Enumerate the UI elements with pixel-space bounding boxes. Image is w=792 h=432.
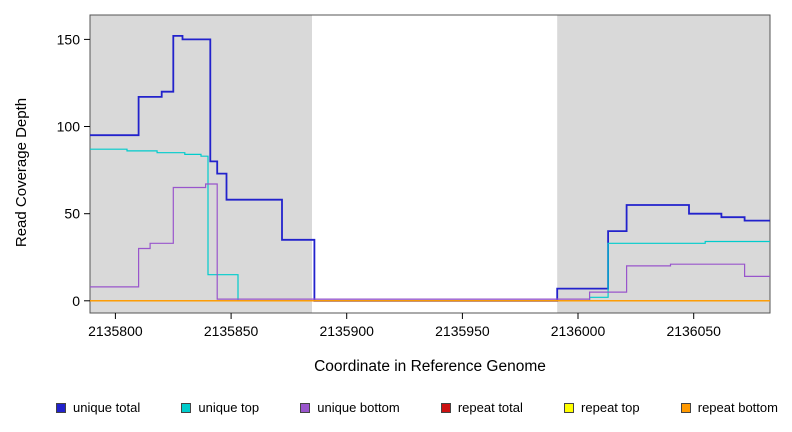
- x-tick-label: 2136000: [551, 323, 606, 339]
- legend-item-unique-bottom: unique bottom: [300, 400, 400, 415]
- x-tick-label: 2135850: [204, 323, 259, 339]
- plot-border: [89, 14, 771, 314]
- x-tick-label: 2135900: [319, 323, 374, 339]
- legend-item-unique-top: unique top: [181, 400, 259, 415]
- legend-label: unique bottom: [317, 400, 400, 415]
- legend-label: repeat total: [457, 400, 523, 415]
- legend-label: unique top: [198, 400, 260, 415]
- x-tick-label: 2136050: [666, 323, 721, 339]
- series-line-unique-total: [90, 35, 770, 302]
- series-line-unique-top: [90, 148, 770, 302]
- legend-item-repeat-top: repeat top: [564, 400, 640, 415]
- series-line-unique-bottom: [90, 183, 770, 300]
- legend-item-repeat-total: repeat total: [440, 400, 523, 415]
- legend: unique total unique top unique bottom repea…: [0, 400, 792, 415]
- y-tick-label: 50: [64, 206, 80, 222]
- x-axis-title: Coordinate in Reference Genome: [314, 358, 546, 375]
- x-tick-label: 2135800: [88, 323, 143, 339]
- y-tick-label: 100: [57, 119, 81, 135]
- legend-swatch-icon: [56, 402, 66, 413]
- legend-item-unique-total: unique total: [56, 400, 140, 415]
- legend-swatch-icon: [300, 402, 311, 413]
- legend-label: repeat bottom: [697, 400, 778, 415]
- y-tick-label: 0: [72, 293, 80, 309]
- legend-swatch-icon: [680, 402, 691, 413]
- legend-item-repeat-bottom: repeat bottom: [680, 400, 778, 415]
- legend-swatch-icon: [564, 402, 575, 413]
- legend-label: repeat top: [581, 400, 640, 415]
- shaded-region: [557, 15, 770, 313]
- shaded-region: [90, 15, 312, 313]
- coverage-plot: 0 50 100 150 2135800 2135850 2135900 2135950 213…: [57, 14, 771, 339]
- legend-swatch-icon: [181, 402, 192, 413]
- y-tick-label: 150: [57, 31, 81, 47]
- legend-swatch-icon: [440, 402, 451, 413]
- legend-label: unique total: [73, 400, 141, 415]
- x-tick-label: 2135950: [435, 323, 490, 339]
